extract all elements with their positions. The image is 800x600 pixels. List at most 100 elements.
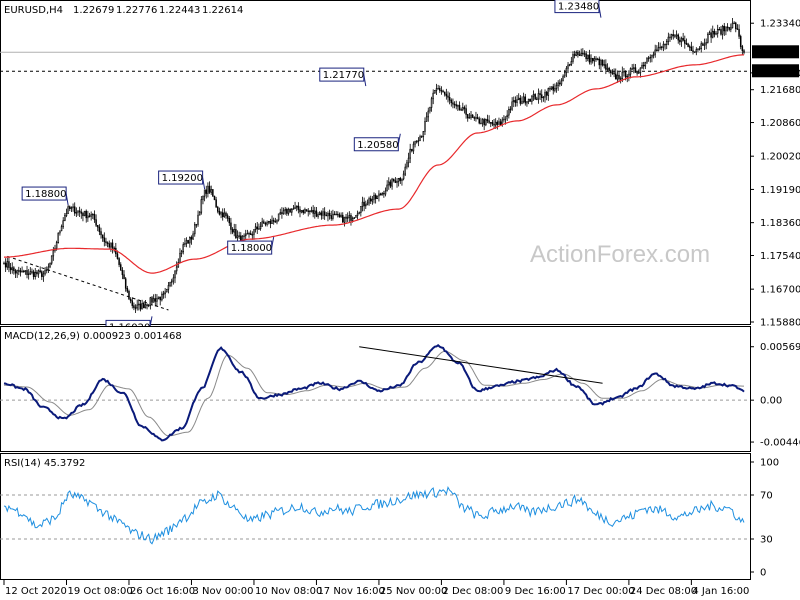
candle-body bbox=[468, 117, 471, 119]
candle-body bbox=[136, 304, 138, 309]
candle-body bbox=[271, 219, 273, 224]
candle-body bbox=[220, 212, 222, 215]
candle-body bbox=[226, 215, 229, 219]
current-price-tag-bg bbox=[752, 45, 799, 59]
price-annotation-label: 1.18000 bbox=[231, 243, 272, 254]
watermark: ActionForex.com bbox=[530, 241, 710, 268]
candle-body bbox=[567, 64, 569, 69]
candle-body bbox=[593, 58, 596, 62]
candle-body bbox=[705, 42, 707, 45]
macd-main-line bbox=[3, 344, 745, 442]
candle-body bbox=[197, 214, 199, 225]
price-y-label: 1.18360 bbox=[760, 218, 800, 229]
price-annotation-leader bbox=[202, 177, 206, 190]
candle-body bbox=[700, 43, 702, 49]
candle-body bbox=[272, 219, 275, 222]
candle-body bbox=[578, 54, 581, 56]
candle-body bbox=[713, 30, 716, 35]
candle-body bbox=[465, 108, 467, 115]
candle-body bbox=[124, 278, 127, 289]
candle-body bbox=[455, 104, 457, 107]
candle-body bbox=[702, 43, 704, 46]
candle-body bbox=[208, 185, 211, 193]
price-y-label: 1.16700 bbox=[760, 285, 800, 296]
rsi-y-axis: 100 70 30 0 bbox=[750, 458, 779, 579]
candle-body bbox=[46, 269, 48, 271]
candle-body bbox=[667, 36, 670, 42]
candle-body bbox=[568, 64, 571, 66]
candle-body bbox=[26, 270, 28, 276]
candle-body bbox=[31, 271, 33, 273]
candle-body bbox=[187, 240, 189, 244]
price-y-label: 1.20020 bbox=[760, 152, 800, 163]
candle-body bbox=[712, 30, 714, 38]
candle-body bbox=[605, 64, 607, 70]
candle-body bbox=[718, 28, 721, 31]
candle-body bbox=[407, 157, 410, 164]
candle-body bbox=[345, 216, 347, 219]
candle-body bbox=[590, 57, 592, 63]
candle-body bbox=[401, 178, 403, 181]
macd-signal-line bbox=[3, 350, 744, 437]
candle-body bbox=[527, 98, 530, 102]
candle-body bbox=[18, 270, 20, 272]
rsi-y-label: 30 bbox=[760, 535, 773, 546]
candle-body bbox=[225, 212, 227, 216]
candle-body bbox=[511, 101, 513, 110]
candle-body bbox=[340, 214, 342, 218]
macd-y-label: -0.00446 bbox=[760, 438, 800, 449]
candle-body bbox=[697, 48, 699, 50]
candle-body bbox=[300, 210, 303, 213]
candle-body bbox=[29, 271, 32, 275]
price-annotation-label: 1.23480 bbox=[558, 2, 599, 13]
candle-body bbox=[6, 261, 9, 268]
candle-body bbox=[212, 189, 214, 197]
candle-body bbox=[175, 266, 178, 272]
macd-y-label: 0.00569 bbox=[760, 342, 800, 353]
candle-body bbox=[218, 211, 221, 215]
candle-body bbox=[96, 224, 99, 228]
candle-body bbox=[698, 48, 701, 50]
candle-body bbox=[157, 296, 160, 299]
candle-body bbox=[254, 226, 257, 230]
candle-body bbox=[598, 58, 601, 66]
x-tick-label: 24 Dec 08:00 bbox=[630, 586, 697, 597]
candle-body bbox=[131, 300, 134, 306]
candle-body bbox=[77, 210, 79, 213]
candle-body bbox=[179, 252, 181, 263]
rsi-y-label: 70 bbox=[760, 491, 773, 502]
candle-body bbox=[463, 107, 466, 109]
candle-body bbox=[606, 67, 609, 70]
candle-body bbox=[618, 74, 620, 80]
moving-average bbox=[4, 54, 744, 274]
x-tick-label: 19 Oct 08:00 bbox=[67, 586, 132, 597]
price-annotation-leader bbox=[598, 6, 602, 18]
candle-body bbox=[503, 118, 505, 121]
candle-body bbox=[485, 119, 487, 126]
candle-body bbox=[369, 198, 372, 202]
candle-body bbox=[73, 206, 76, 214]
candle-body bbox=[582, 52, 584, 55]
price-y-label: 1.19190 bbox=[760, 185, 800, 196]
candle-body bbox=[332, 213, 334, 219]
candle-body bbox=[654, 49, 656, 55]
candle-body bbox=[513, 100, 515, 103]
candle-body bbox=[675, 34, 678, 37]
candle-body bbox=[723, 25, 726, 32]
candle-body bbox=[646, 58, 648, 63]
candle-body bbox=[634, 67, 637, 73]
candle-body bbox=[62, 220, 64, 227]
candle-body bbox=[274, 221, 277, 223]
candle-body bbox=[656, 49, 658, 52]
candle-body bbox=[277, 213, 280, 221]
candle-body bbox=[185, 240, 188, 244]
candle-body bbox=[537, 93, 540, 100]
candle-body bbox=[128, 290, 130, 300]
candle-body bbox=[335, 213, 337, 216]
candle-body bbox=[443, 91, 446, 95]
candle-body bbox=[44, 269, 46, 275]
candle-body bbox=[82, 213, 84, 217]
candle-body bbox=[106, 242, 109, 244]
candle-body bbox=[192, 233, 194, 240]
candle-body bbox=[248, 233, 250, 235]
